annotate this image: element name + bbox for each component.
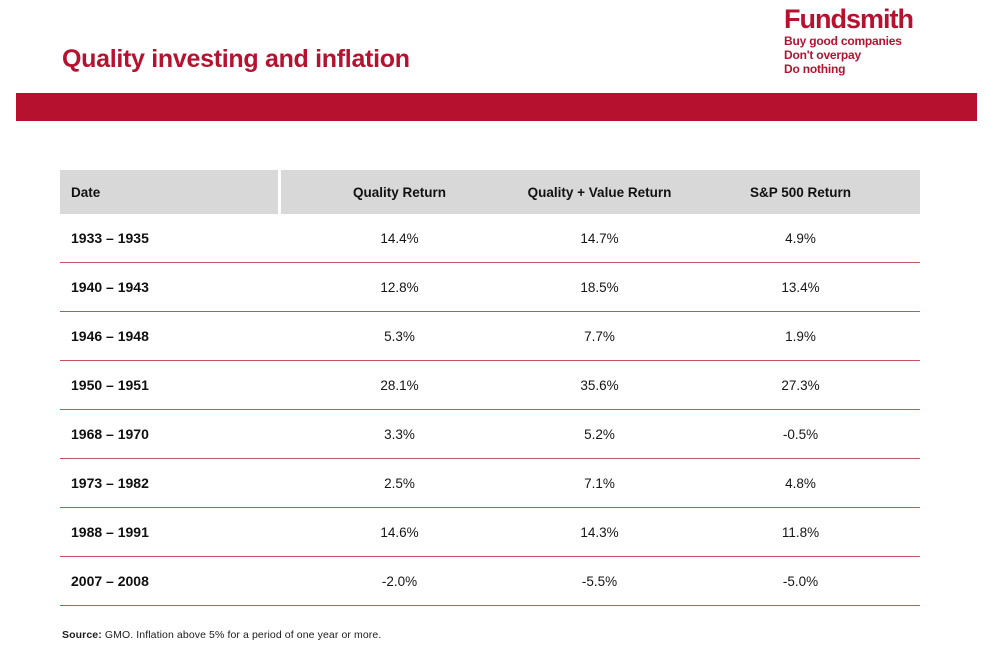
page-title: Quality investing and inflation xyxy=(62,45,410,73)
column-header-date: Date xyxy=(60,170,278,214)
cell-sp500-return: -0.5% xyxy=(782,426,819,442)
cell-quality-return: -2.0% xyxy=(381,573,418,589)
cell-quality-value-return: 18.5% xyxy=(580,279,619,295)
table-row: 1968 – 1970 3.3% 5.2% -0.5% xyxy=(60,410,920,459)
cell-quality-value-return: 14.3% xyxy=(580,524,619,540)
logo-tagline-line: Don't overpay xyxy=(784,48,861,62)
cell-date: 1940 – 1943 xyxy=(71,279,149,295)
cell-date: 1973 – 1982 xyxy=(71,475,149,491)
cell-sp500-return: 4.8% xyxy=(785,475,816,491)
table-row: 1940 – 1943 12.8% 18.5% 13.4% xyxy=(60,263,920,312)
cell-quality-value-return: 14.7% xyxy=(580,230,619,246)
cell-sp500-return: 27.3% xyxy=(781,377,820,393)
cell-quality-value-return: 35.6% xyxy=(580,377,619,393)
cell-quality-return: 14.4% xyxy=(380,230,419,246)
cell-date: 2007 – 2008 xyxy=(71,573,149,589)
cell-quality-value-return: -5.5% xyxy=(581,573,618,589)
logo-wordmark: Fundsmith xyxy=(784,4,914,34)
cell-sp500-return: 11.8% xyxy=(781,524,820,540)
column-header-quality-return: Quality Return xyxy=(352,184,446,200)
column-header-quality-value-return: Quality + Value Return xyxy=(527,184,672,200)
logo-tagline: Buy good companies Don't overpay Do noth… xyxy=(784,34,913,76)
column-header-sp500-return: S&P 500 Return xyxy=(749,184,852,200)
table-row: 2007 – 2008 -2.0% -5.5% -5.0% xyxy=(60,557,920,606)
cell-sp500-return: 4.9% xyxy=(785,230,816,246)
table-row: 1988 – 1991 14.6% 14.3% 11.8% xyxy=(60,508,920,557)
logo-tagline-line: Buy good companies xyxy=(784,34,902,48)
cell-date: 1988 – 1991 xyxy=(71,524,149,540)
source-label: Source: xyxy=(62,629,102,641)
table-row: 1933 – 1935 14.4% 14.7% 4.9% xyxy=(60,214,920,263)
cell-date: 1946 – 1948 xyxy=(71,328,149,344)
cell-sp500-return: 1.9% xyxy=(785,328,816,344)
cell-quality-return: 14.6% xyxy=(380,524,419,540)
cell-quality-value-return: 5.2% xyxy=(584,426,615,442)
cell-quality-return: 3.3% xyxy=(384,426,415,442)
cell-quality-value-return: 7.7% xyxy=(584,328,615,344)
cell-quality-return: 28.1% xyxy=(380,377,419,393)
source-text: GMO. Inflation above 5% for a period of … xyxy=(104,629,382,641)
divider-bar xyxy=(16,93,977,121)
cell-sp500-return: 13.4% xyxy=(781,279,820,295)
returns-table: Date Quality Return Quality + Value Retu… xyxy=(60,170,920,606)
cell-date: 1950 – 1951 xyxy=(71,377,149,393)
cell-quality-return: 12.8% xyxy=(380,279,419,295)
cell-date: 1968 – 1970 xyxy=(71,426,149,442)
table-row: 1950 – 1951 28.1% 35.6% 27.3% xyxy=(60,361,920,410)
fundsmith-logo: Fundsmith Buy good companies Don't overp… xyxy=(784,4,914,77)
table-row: 1946 – 1948 5.3% 7.7% 1.9% xyxy=(60,312,920,361)
cell-quality-return: 2.5% xyxy=(384,475,415,491)
table-header-row: Date Quality Return Quality + Value Retu… xyxy=(60,170,920,214)
cell-date: 1933 – 1935 xyxy=(71,230,149,246)
cell-quality-return: 5.3% xyxy=(384,328,415,344)
logo-tagline-line: Do nothing xyxy=(784,62,846,76)
cell-quality-value-return: 7.1% xyxy=(584,475,615,491)
column-header-group: Quality Return Quality + Value Return S&… xyxy=(281,170,920,214)
cell-sp500-return: -5.0% xyxy=(782,573,819,589)
source-note: Source: GMO. Inflation above 5% for a pe… xyxy=(62,629,381,641)
table-row: 1973 – 1982 2.5% 7.1% 4.8% xyxy=(60,459,920,508)
